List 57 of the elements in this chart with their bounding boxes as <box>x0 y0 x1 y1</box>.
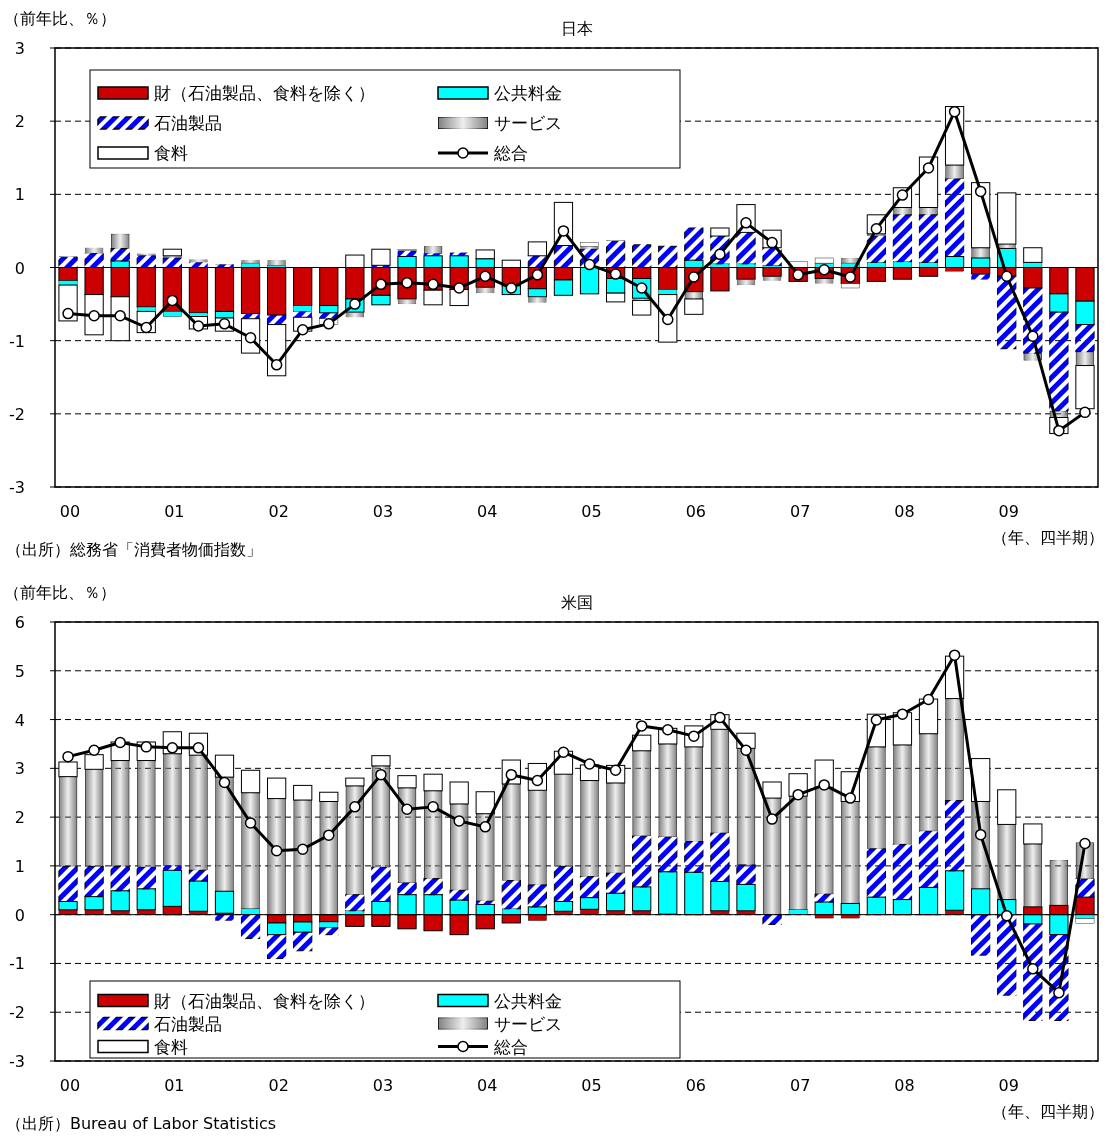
x-tick-label: 02 <box>268 1076 289 1095</box>
x-tick-label: 05 <box>581 1076 602 1095</box>
x-tick-label: 01 <box>164 1076 185 1095</box>
x-axis-title: （年、四半期） <box>992 1102 1104 1121</box>
x-tick-label: 01 <box>164 502 185 521</box>
y-tick-label: 1 <box>14 185 25 205</box>
legend-label: 公共料金 <box>494 990 562 1011</box>
x-tick-label: 07 <box>789 502 811 521</box>
legend-label: 石油製品 <box>154 113 222 133</box>
y-axis-title: （前年比、％） <box>4 9 116 28</box>
x-tick-label: 00 <box>59 502 81 521</box>
legend-label: 財（石油製品、食料を除く） <box>154 990 375 1011</box>
text: （出所）総務省「消費者物価指数」 <box>6 540 262 559</box>
y-tick-label: 4 <box>14 710 25 730</box>
y-tick-label: 2 <box>14 808 25 828</box>
x-tick-label: 05 <box>581 502 602 521</box>
y-tick-label: 6 <box>14 613 25 632</box>
text: （出所）Bureau of Labor Statistics <box>6 1114 277 1133</box>
y-tick-label: -1 <box>9 954 25 974</box>
legend-label: 総合 <box>493 1036 528 1057</box>
y-tick-label: 2 <box>14 112 25 132</box>
legend-label: 食料 <box>154 1036 188 1057</box>
x-tick-label: 00 <box>59 1076 81 1095</box>
legend-label: 財（石油製品、食料を除く） <box>154 83 375 103</box>
x-tick-label: 09 <box>998 502 1019 521</box>
x-tick-label: 06 <box>685 1076 707 1095</box>
x-tick-label: 04 <box>477 1076 498 1095</box>
y-tick-label: 0 <box>14 905 25 925</box>
y-tick-label: 3 <box>14 759 25 779</box>
legend-label: 石油製品 <box>154 1013 222 1034</box>
x-axis-title: （年、四半期） <box>992 528 1104 547</box>
x-tick-label: 08 <box>894 1076 915 1095</box>
x-tick-label: 08 <box>894 502 915 521</box>
y-tick-label: 5 <box>14 661 25 681</box>
x-tick-label: 06 <box>685 502 707 521</box>
x-tick-label: 09 <box>998 1076 1019 1095</box>
x-tick-label: 04 <box>477 502 498 521</box>
y-tick-label: 3 <box>14 39 25 58</box>
y-tick-label: -3 <box>9 1052 25 1071</box>
y-tick-label: 0 <box>14 258 25 278</box>
x-tick-label: 02 <box>268 502 289 521</box>
chart-title: 日本 <box>560 19 593 38</box>
x-tick-label: 07 <box>789 1076 811 1095</box>
legend-label: 公共料金 <box>494 83 562 103</box>
legend-label: サービス <box>494 1013 562 1034</box>
y-tick-label: -2 <box>9 1003 25 1023</box>
y-tick-label: -2 <box>9 404 25 424</box>
legend-label: サービス <box>494 113 562 133</box>
x-tick-label: 03 <box>372 1076 394 1095</box>
x-tick-label: 03 <box>372 502 394 521</box>
y-axis-title: （前年比、％） <box>4 583 116 602</box>
y-tick-label: -1 <box>9 331 25 351</box>
y-tick-label: -3 <box>9 478 25 497</box>
chart-title: 米国 <box>560 593 593 612</box>
legend-label: 食料 <box>154 143 188 163</box>
y-tick-label: 1 <box>14 856 25 876</box>
legend-label: 総合 <box>493 143 528 163</box>
